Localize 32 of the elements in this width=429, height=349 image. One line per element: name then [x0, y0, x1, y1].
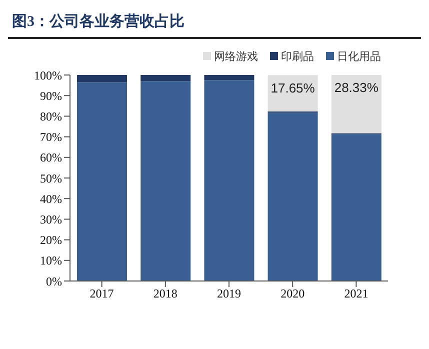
y-tick-label: 30% — [40, 212, 62, 226]
x-tick-label: 2021 — [344, 286, 368, 301]
bar — [204, 80, 254, 281]
chart-title: 图3：公司各业务营收占比 — [8, 8, 421, 39]
legend-label: 日化用品 — [336, 50, 381, 64]
y-tick-label: 0% — [46, 274, 62, 288]
bar — [77, 82, 127, 281]
legend-label: 印刷品 — [280, 50, 314, 64]
y-tick-label: 40% — [40, 192, 62, 206]
y-tick-label: 80% — [40, 109, 62, 124]
y-tick-label: 70% — [40, 130, 62, 144]
x-tick-label: 2020 — [280, 286, 305, 301]
legend-label: 网络游戏 — [213, 50, 258, 64]
y-tick-label: 90% — [40, 88, 62, 103]
bar — [268, 75, 318, 112]
bar — [331, 134, 382, 281]
y-tick-label: 10% — [40, 254, 62, 268]
bar — [331, 75, 382, 134]
x-tick-label: 2019 — [217, 286, 241, 301]
bar — [140, 75, 191, 82]
y-tick-label: 20% — [40, 233, 62, 248]
data-label: 28.33% — [334, 80, 379, 96]
x-tick-label: 2018 — [153, 286, 178, 301]
y-tick-label: 50% — [40, 171, 62, 186]
data-label: 17.65% — [270, 80, 316, 96]
bar — [77, 75, 127, 82]
y-tick-label: 100% — [34, 68, 62, 82]
bar — [140, 81, 191, 281]
bar — [268, 112, 318, 281]
y-tick-label: 60% — [40, 150, 62, 165]
bar — [204, 75, 254, 80]
x-tick-label: 2017 — [90, 286, 114, 301]
